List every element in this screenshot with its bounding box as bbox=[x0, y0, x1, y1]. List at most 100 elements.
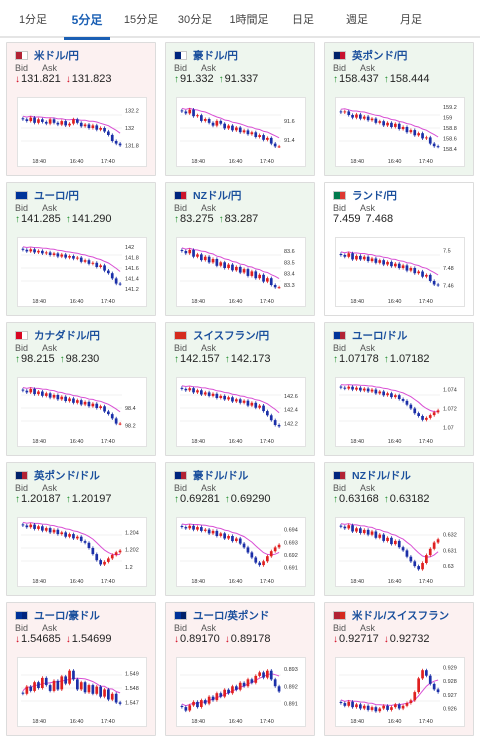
candle-down bbox=[91, 685, 95, 694]
pair-name-link[interactable]: 米ドル/円 bbox=[34, 49, 79, 62]
pair-name-link[interactable]: ユーロ/豪ドル bbox=[34, 609, 100, 622]
pair-name-link[interactable]: ランド/円 bbox=[352, 189, 397, 202]
tab-0[interactable]: 1分足 bbox=[18, 14, 48, 26]
rate-card[interactable]: ユーロ/ドル Bid Ask ↑ 1.07178 ↑ 1.07182 1.074 1.072 1.… bbox=[324, 322, 474, 456]
pair-name-link[interactable]: 米ドル/スイスフラン bbox=[352, 609, 450, 622]
candle-up bbox=[258, 405, 261, 408]
candle-down bbox=[413, 130, 417, 136]
price-labels: Bid Ask bbox=[333, 483, 375, 493]
candle-up bbox=[436, 410, 440, 413]
tab-6[interactable]: 週足 bbox=[346, 14, 368, 26]
rate-card[interactable]: 豪ドル/円 Bid Ask ↑ 91.332 ↑ 91.337 91.6 91.4 18:40 16… bbox=[165, 42, 315, 176]
tab-7[interactable]: 月足 bbox=[400, 14, 422, 26]
tab-2[interactable]: 15分足 bbox=[123, 14, 159, 26]
candle-down bbox=[269, 278, 273, 285]
timeframe-tabs: 1分足 5分足 15分足 30分足 1時間足 日足 週足 月足 bbox=[0, 0, 480, 40]
rate-card[interactable]: NZドル/円 Bid Ask ↑ 83.275 ↑ 83.287 83.6 83.5 83.4 83… bbox=[165, 182, 315, 316]
mini-chart[interactable]: 142 141.8 141.6 141.4 141.2 18:40 16:40 17:40 bbox=[17, 237, 147, 307]
candle-up bbox=[29, 388, 33, 393]
pair-name-link[interactable]: 英ポンド/円 bbox=[352, 49, 408, 62]
mini-chart[interactable]: 91.6 91.4 18:40 16:40 17:40 bbox=[176, 97, 306, 167]
bid-price: ↑ 0.69281 bbox=[174, 493, 220, 505]
candle-down bbox=[87, 260, 91, 264]
candle-down bbox=[107, 411, 110, 415]
candle-down bbox=[118, 702, 122, 704]
mini-chart[interactable]: 83.6 83.5 83.4 83.3 18:40 16:40 17:40 bbox=[176, 237, 306, 307]
rate-card[interactable]: スイスフラン/円 Bid Ask ↑ 142.157 ↑ 142.173 142.6 142.4… bbox=[165, 322, 315, 456]
candle-up bbox=[343, 111, 347, 113]
flag-icon bbox=[15, 50, 28, 60]
y-tick-label: 91.4 bbox=[284, 138, 295, 144]
mini-chart[interactable]: 0.632 0.631 0.63 18:40 16:40 17:40 bbox=[335, 517, 465, 587]
y-tick-label: 0.693 bbox=[284, 540, 298, 546]
x-tick-label: 16:40 bbox=[229, 299, 243, 305]
rate-card[interactable]: 英ポンド/円 Bid Ask ↑ 158.437 ↑ 158.444 159.2 159 158.… bbox=[324, 42, 474, 176]
rate-card[interactable]: 英ポンド/ドル Bid Ask ↑ 1.20187 ↑ 1.20197 1.204 1.202 1… bbox=[6, 462, 156, 596]
pair-name-link[interactable]: スイスフラン/円 bbox=[193, 329, 270, 342]
arrow-up-icon: ↑ bbox=[174, 213, 179, 225]
candle-up bbox=[246, 679, 250, 687]
candle-down bbox=[413, 408, 417, 414]
x-tick-label: 16:40 bbox=[388, 719, 402, 725]
pair-name-link[interactable]: ユーロ/円 bbox=[34, 189, 79, 202]
y-tick-label: 132.2 bbox=[125, 109, 139, 115]
candle-up bbox=[114, 552, 118, 555]
card-header: 米ドル/スイスフラン bbox=[333, 608, 449, 622]
tab-4[interactable]: 1時間足 bbox=[229, 14, 269, 26]
mini-chart[interactable]: 1.549 1.548 1.547 18:40 16:40 17:40 bbox=[17, 657, 147, 727]
rate-card[interactable]: ユーロ/豪ドル Bid Ask ↓ 1.54685 ↓ 1.54699 1.549 1.548 1… bbox=[6, 602, 156, 736]
pair-name-link[interactable]: 豪ドル/ドル bbox=[193, 469, 249, 482]
mini-chart[interactable]: 142.6 142.4 142.2 18:40 16:40 17:40 bbox=[176, 377, 306, 447]
price-labels: Bid Ask bbox=[15, 483, 57, 493]
arrow-up-icon: ↑ bbox=[333, 493, 338, 505]
mini-chart[interactable]: 0.929 0.928 0.927 0.926 18:40 16:40 17:40 bbox=[335, 657, 465, 727]
tab-5[interactable]: 日足 bbox=[292, 14, 314, 26]
arrow-down-icon: ↓ bbox=[224, 633, 230, 645]
x-tick-label: 16:40 bbox=[229, 579, 243, 585]
candle-down bbox=[405, 550, 409, 557]
chart-svg: 0.929 0.928 0.927 0.926 18:40 16:40 17:40 bbox=[339, 666, 457, 725]
rate-card[interactable]: 米ドル/円 Bid Ask ↓ 131.821 ↓ 131.823 132.2 132 131.8… bbox=[6, 42, 156, 176]
pair-name-link[interactable]: 英ポンド/ドル bbox=[34, 469, 100, 482]
mini-chart[interactable]: 0.694 0.693 0.692 0.691 18:40 16:40 17:40 bbox=[176, 517, 306, 587]
y-tick-label: 7.48 bbox=[443, 266, 454, 272]
bid-price: ↑ 0.63168 bbox=[333, 493, 379, 505]
pair-name-link[interactable]: NZドル/円 bbox=[193, 189, 242, 202]
tab-1[interactable]: 5分足 bbox=[60, 0, 114, 40]
mini-chart[interactable]: 1.074 1.072 1.07 18:40 16:40 17:40 bbox=[335, 377, 465, 447]
mini-chart[interactable]: 98.4 98.2 18:40 16:40 17:40 bbox=[17, 377, 147, 447]
rate-card[interactable]: 米ドル/スイスフラン Bid Ask ↓ 0.92717 ↓ 0.92732 0.929 0.9… bbox=[324, 602, 474, 736]
rate-card[interactable]: 豪ドル/ドル Bid Ask ↑ 0.69281 ↑ 0.69290 0.694 0.693 0.… bbox=[165, 462, 315, 596]
pair-name-link[interactable]: カナダドル/円 bbox=[34, 329, 100, 342]
moving-average-line bbox=[340, 108, 439, 138]
rate-card[interactable]: ユーロ/英ポンド Bid Ask ↓ 0.89170 ↓ 0.89178 0.893 0.892… bbox=[165, 602, 315, 736]
moving-average-line bbox=[22, 115, 121, 134]
rate-card[interactable]: ランド/円 Bid Ask 7.459 7.468 7.5 7.48 7.46 18:40 16:… bbox=[324, 182, 474, 316]
rate-card[interactable]: NZドル/ドル Bid Ask ↑ 0.63168 ↑ 0.63182 0.632 0.631 0… bbox=[324, 462, 474, 596]
y-tick-label: 1.072 bbox=[443, 407, 457, 413]
card-header: ユーロ/英ポンド bbox=[174, 608, 269, 622]
mini-chart[interactable]: 7.5 7.48 7.46 18:40 16:40 17:40 bbox=[335, 237, 465, 307]
mini-chart[interactable]: 159.2 159 158.8 158.6 158.4 18:40 16:40 17:40 bbox=[335, 97, 465, 167]
mini-chart[interactable]: 0.893 0.892 0.891 18:40 16:40 17:40 bbox=[176, 657, 306, 727]
pair-name-link[interactable]: NZドル/ドル bbox=[352, 469, 411, 482]
mini-chart[interactable]: 132.2 132 131.8 18:40 16:40 17:40 bbox=[17, 97, 147, 167]
candle-up bbox=[29, 117, 33, 122]
candle-down bbox=[114, 278, 118, 284]
chart-svg: 0.632 0.631 0.63 18:40 16:40 17:40 bbox=[339, 523, 457, 585]
candle-down bbox=[409, 556, 413, 562]
candle-down bbox=[262, 135, 265, 140]
card-header: ユーロ/豪ドル bbox=[15, 608, 100, 622]
arrow-down-icon: ↓ bbox=[174, 633, 179, 645]
bid-price: ↓ 131.821 bbox=[15, 73, 61, 85]
pair-name-link[interactable]: 豪ドル/円 bbox=[193, 49, 238, 62]
candle-down bbox=[242, 682, 246, 687]
candle-up bbox=[44, 393, 48, 396]
mini-chart[interactable]: 1.204 1.202 1.2 18:40 16:40 17:40 bbox=[17, 517, 147, 587]
rate-card[interactable]: ユーロ/円 Bid Ask ↑ 141.285 ↑ 141.290 142 141.8 141.6… bbox=[6, 182, 156, 316]
pair-name-link[interactable]: ユーロ/ドル bbox=[352, 329, 408, 342]
rate-card[interactable]: カナダドル/円 Bid Ask ↑ 98.215 ↑ 98.230 98.4 98.2 18:40… bbox=[6, 322, 156, 456]
pair-name-link[interactable]: ユーロ/英ポンド bbox=[193, 609, 270, 622]
tab-3[interactable]: 30分足 bbox=[177, 14, 213, 26]
moving-average-line bbox=[22, 521, 121, 556]
